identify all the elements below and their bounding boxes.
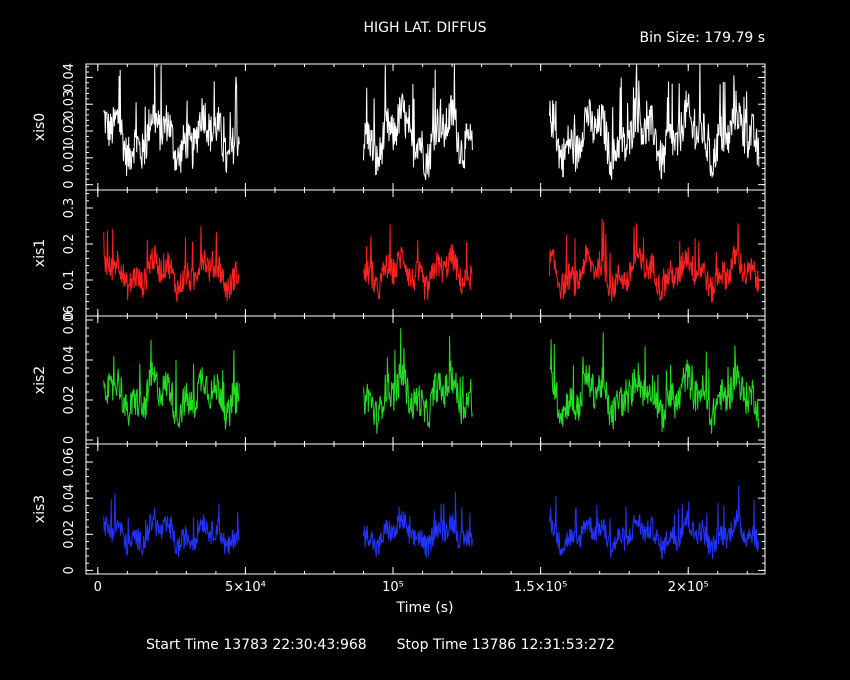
x-tick-label: 2×10⁵ [668, 580, 709, 595]
x-tick-label: 0 [94, 580, 102, 595]
xis3-ytick-label: 0.04 [62, 484, 77, 513]
xis3-ytick-label: 0.06 [62, 448, 77, 477]
xis2-ytick-label: 0.02 [62, 386, 77, 415]
bin-size-label: Bin Size: 179.79 s [639, 30, 765, 46]
stop-time-label: Stop Time 13786 12:31:53:272 [396, 637, 615, 653]
xis0-ytick-label: 0.02 [62, 117, 77, 146]
xis1-ytick-label: 0.1 [62, 270, 77, 291]
xis0-ytick-label: 0.04 [62, 63, 77, 92]
xis0-light-curve [103, 63, 760, 180]
xis0-panel-label: xis0 [32, 113, 48, 141]
xis1-frame [85, 189, 766, 317]
x-tick-label: 5×10⁴ [225, 580, 266, 595]
xis0-ytick-label: 0.01 [62, 143, 77, 172]
xis0-ytick-label: 0 [62, 180, 77, 188]
xis2-light-curve [103, 328, 760, 434]
xis3-ytick-label: 0.02 [62, 520, 77, 549]
xis2-ytick-label: 0.04 [62, 346, 77, 375]
xis0-ytick-label: 0.03 [62, 90, 77, 119]
xis3-panel-label: xis3 [32, 495, 48, 523]
xis3-ytick-label: 0 [62, 566, 77, 574]
start-time-label: Start Time 13783 22:30:43:968 [146, 637, 367, 653]
x-tick-label: 10⁵ [382, 580, 404, 595]
xis2-panel-label: xis2 [32, 366, 48, 394]
xis1-ytick-label: 0.3 [62, 198, 77, 219]
xis1-ytick-label: 0.2 [62, 234, 77, 255]
xis2-ytick-label: 0.06 [62, 306, 77, 335]
xis1-ytick-label: 0 [62, 312, 77, 320]
xis3-frame [85, 443, 766, 575]
time-range-footer: Start Time 13783 22:30:43:968 Stop Time 1… [146, 637, 615, 653]
xis3-light-curve [103, 485, 760, 560]
xis2-ytick-label: 0 [62, 436, 77, 444]
chart-title: HIGH LAT. DIFFUS [363, 20, 487, 36]
x-axis-label: Time (s) [396, 600, 454, 616]
x-tick-label: 1.5×10⁵ [514, 580, 567, 595]
xis1-panel-label: xis1 [32, 239, 48, 267]
xis1-light-curve [103, 218, 760, 303]
